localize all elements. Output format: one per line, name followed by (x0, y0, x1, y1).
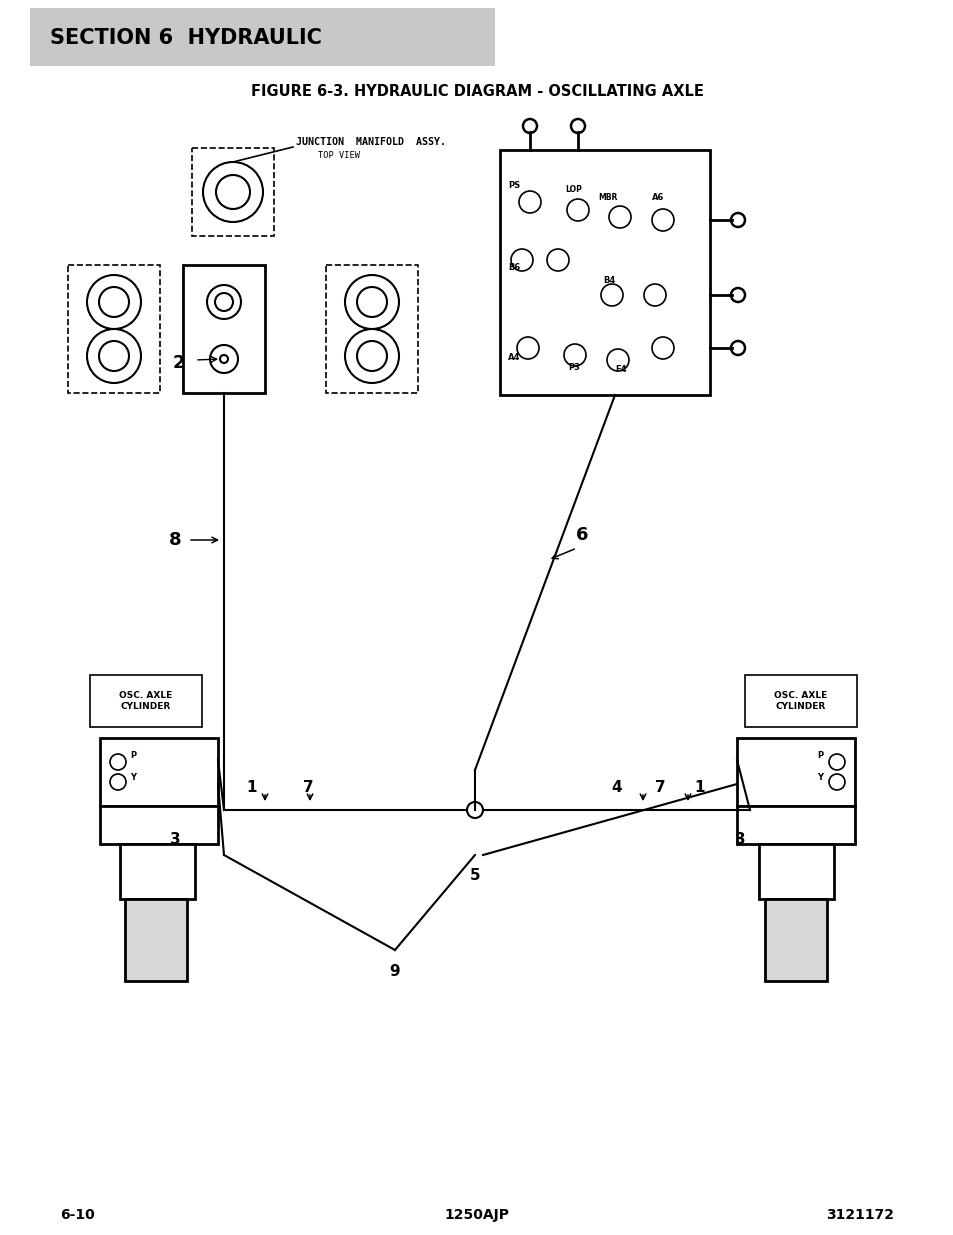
Text: TOP VIEW: TOP VIEW (317, 152, 359, 161)
Circle shape (828, 774, 844, 790)
Text: MBR: MBR (598, 193, 617, 203)
Text: A6: A6 (651, 193, 663, 203)
Bar (737, 806, 854, 844)
Circle shape (87, 275, 141, 329)
Circle shape (518, 191, 540, 212)
Bar (100, 739, 218, 806)
Bar (192, 148, 274, 236)
Text: 6: 6 (576, 526, 588, 543)
Text: OSC. AXLE
CYLINDER: OSC. AXLE CYLINDER (119, 692, 172, 710)
Text: 5: 5 (469, 867, 479, 883)
Circle shape (730, 212, 744, 227)
Circle shape (356, 341, 387, 370)
Circle shape (345, 329, 398, 383)
Bar (326, 266, 417, 393)
Circle shape (345, 275, 398, 329)
Circle shape (730, 341, 744, 354)
Text: 1: 1 (694, 781, 704, 795)
Text: A4: A4 (507, 353, 519, 362)
Circle shape (643, 284, 665, 306)
Text: OSC. AXLE
CYLINDER: OSC. AXLE CYLINDER (774, 692, 827, 710)
Circle shape (203, 162, 263, 222)
Text: Y: Y (816, 773, 822, 782)
Bar (68, 266, 160, 393)
Circle shape (608, 206, 630, 228)
Text: PS: PS (507, 182, 519, 190)
Text: FIGURE 6-3. HYDRAULIC DIAGRAM - OSCILLATING AXLE: FIGURE 6-3. HYDRAULIC DIAGRAM - OSCILLAT… (251, 84, 702, 99)
Circle shape (467, 802, 482, 818)
Circle shape (99, 287, 129, 317)
Circle shape (210, 345, 237, 373)
Text: 3: 3 (734, 832, 744, 847)
Text: 1: 1 (247, 781, 257, 795)
Bar (100, 806, 218, 844)
Circle shape (214, 293, 233, 311)
Circle shape (511, 249, 533, 270)
Text: 7: 7 (302, 781, 313, 795)
Text: P3: P3 (567, 363, 579, 372)
Text: SECTION 6  HYDRAULIC: SECTION 6 HYDRAULIC (50, 28, 321, 48)
Bar (499, 149, 709, 395)
Text: P: P (130, 751, 136, 760)
Bar (125, 899, 187, 981)
Text: P: P (816, 751, 822, 760)
Text: F4: F4 (615, 366, 626, 374)
Circle shape (356, 287, 387, 317)
Text: 3: 3 (170, 832, 180, 847)
Circle shape (600, 284, 622, 306)
Bar (764, 899, 826, 981)
Circle shape (651, 209, 673, 231)
Circle shape (606, 350, 628, 370)
Text: B6: B6 (507, 263, 519, 272)
Circle shape (522, 119, 537, 133)
Text: Y: Y (130, 773, 136, 782)
Bar (30, 7, 495, 65)
Text: 7: 7 (654, 781, 664, 795)
Circle shape (99, 341, 129, 370)
Text: 8: 8 (169, 531, 181, 550)
Circle shape (220, 354, 228, 363)
Bar (744, 676, 856, 727)
Circle shape (566, 199, 588, 221)
Bar (183, 266, 265, 393)
Circle shape (87, 329, 141, 383)
Circle shape (730, 288, 744, 303)
Bar (737, 739, 854, 806)
Text: B4: B4 (602, 275, 615, 285)
Text: 2: 2 (172, 354, 185, 372)
Circle shape (828, 755, 844, 769)
Text: 4: 4 (611, 781, 621, 795)
Text: 3121172: 3121172 (825, 1208, 893, 1221)
Bar (759, 844, 833, 899)
Circle shape (110, 774, 126, 790)
Circle shape (110, 755, 126, 769)
Text: 9: 9 (389, 965, 400, 979)
Circle shape (651, 337, 673, 359)
Circle shape (215, 175, 250, 209)
Circle shape (207, 285, 241, 319)
Text: 1250AJP: 1250AJP (444, 1208, 509, 1221)
Circle shape (546, 249, 568, 270)
Circle shape (517, 337, 538, 359)
Circle shape (571, 119, 584, 133)
Bar (120, 844, 194, 899)
Text: 6-10: 6-10 (60, 1208, 94, 1221)
Circle shape (563, 345, 585, 366)
Text: JUNCTION  MANIFOLD  ASSY.: JUNCTION MANIFOLD ASSY. (295, 137, 446, 147)
Bar (90, 676, 202, 727)
Text: LOP: LOP (564, 185, 581, 194)
